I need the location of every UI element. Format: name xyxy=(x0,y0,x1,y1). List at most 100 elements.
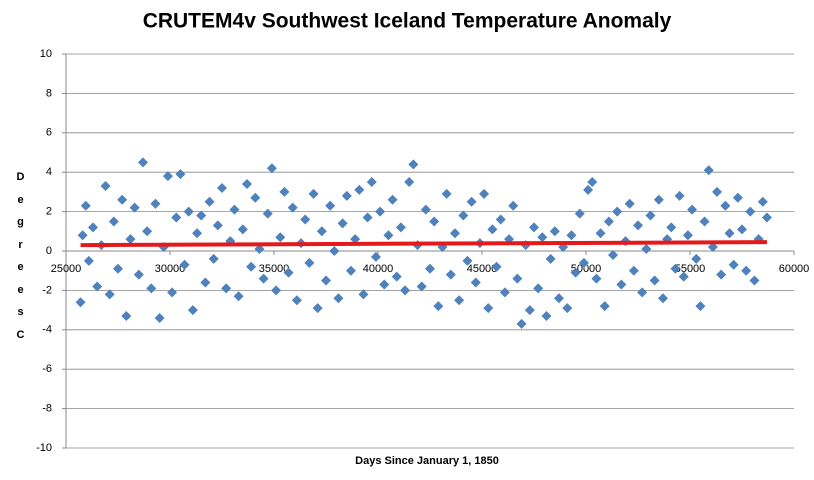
data-point xyxy=(275,232,286,243)
data-point xyxy=(262,208,273,219)
x-axis-label: Days Since January 1, 1850 xyxy=(355,455,499,467)
data-point xyxy=(108,216,119,227)
data-point xyxy=(221,283,232,294)
data-point xyxy=(113,263,123,274)
data-point xyxy=(291,295,302,306)
x-tick-label: 30000 xyxy=(155,263,186,275)
data-point xyxy=(695,301,706,312)
data-point xyxy=(608,249,619,260)
data-point xyxy=(266,163,277,174)
data-point xyxy=(212,220,223,231)
data-point xyxy=(287,202,298,213)
data-point xyxy=(142,226,153,237)
data-point xyxy=(75,297,86,308)
data-point xyxy=(416,281,427,292)
data-point xyxy=(516,318,527,329)
data-point xyxy=(674,190,685,201)
data-point xyxy=(345,265,356,276)
data-point xyxy=(408,159,419,170)
data-point xyxy=(641,244,652,255)
data-point xyxy=(716,269,727,280)
data-point xyxy=(383,230,394,241)
data-point xyxy=(682,230,693,241)
data-point xyxy=(175,169,186,180)
data-point xyxy=(454,295,465,306)
data-point xyxy=(628,265,639,276)
data-point xyxy=(653,194,664,205)
data-point xyxy=(433,301,444,312)
data-point xyxy=(487,224,498,235)
data-point xyxy=(595,228,606,239)
data-point xyxy=(458,210,469,221)
data-point xyxy=(229,204,240,215)
data-point xyxy=(183,206,194,217)
data-point xyxy=(728,259,739,270)
data-point xyxy=(204,196,215,207)
data-point xyxy=(250,192,261,203)
data-point xyxy=(279,186,290,197)
data-point xyxy=(196,210,207,221)
data-point xyxy=(104,289,115,300)
x-tick-label: 60000 xyxy=(779,263,810,275)
data-point xyxy=(553,293,564,304)
data-point xyxy=(529,222,539,233)
data-point xyxy=(391,271,402,282)
y-tick-label: 10 xyxy=(40,48,52,60)
data-point xyxy=(366,177,377,188)
y-tick-label: -8 xyxy=(42,403,52,415)
data-point xyxy=(150,198,161,209)
data-point xyxy=(732,192,743,203)
data-point xyxy=(77,230,88,241)
data-point xyxy=(192,228,203,239)
data-point xyxy=(741,265,752,276)
y-tick-label: 4 xyxy=(46,166,52,178)
data-point xyxy=(508,200,519,211)
data-point xyxy=(337,218,348,229)
data-point xyxy=(375,206,386,217)
data-point xyxy=(217,182,227,193)
data-point xyxy=(354,184,365,195)
trend-line xyxy=(80,240,767,248)
data-point xyxy=(308,188,319,199)
data-point xyxy=(612,206,623,217)
data-point xyxy=(400,285,411,296)
data-point xyxy=(591,273,602,284)
x-tick-label: 35000 xyxy=(259,263,290,275)
x-tick-label: 25000 xyxy=(51,263,82,275)
data-point xyxy=(341,190,352,201)
data-point xyxy=(645,210,656,221)
data-point xyxy=(92,281,103,292)
data-point xyxy=(745,206,756,217)
data-point xyxy=(117,194,128,205)
data-point xyxy=(241,179,252,190)
data-point xyxy=(566,230,577,241)
data-point xyxy=(533,283,544,294)
data-point xyxy=(162,171,173,182)
x-tick-label: 45000 xyxy=(467,263,498,275)
data-point xyxy=(549,226,560,237)
data-point xyxy=(429,216,440,227)
data-point xyxy=(449,228,460,239)
data-point xyxy=(616,279,627,290)
data-point xyxy=(237,224,248,235)
data-point xyxy=(125,234,136,245)
data-point xyxy=(137,157,148,168)
data-point xyxy=(83,255,94,266)
y-tick-label: 6 xyxy=(46,127,52,139)
data-point xyxy=(512,273,523,284)
data-point xyxy=(491,261,502,272)
y-tick-label: 0 xyxy=(46,245,52,257)
data-point xyxy=(179,259,190,270)
data-point xyxy=(88,222,99,233)
data-point xyxy=(271,285,282,296)
data-point xyxy=(100,180,111,191)
data-point xyxy=(578,257,589,268)
y-tick-label: -10 xyxy=(36,442,52,454)
data-point xyxy=(479,188,490,199)
data-point xyxy=(545,253,556,264)
data-point xyxy=(370,251,381,262)
data-point xyxy=(129,202,140,213)
data-point xyxy=(462,255,473,266)
data-point xyxy=(687,204,698,215)
